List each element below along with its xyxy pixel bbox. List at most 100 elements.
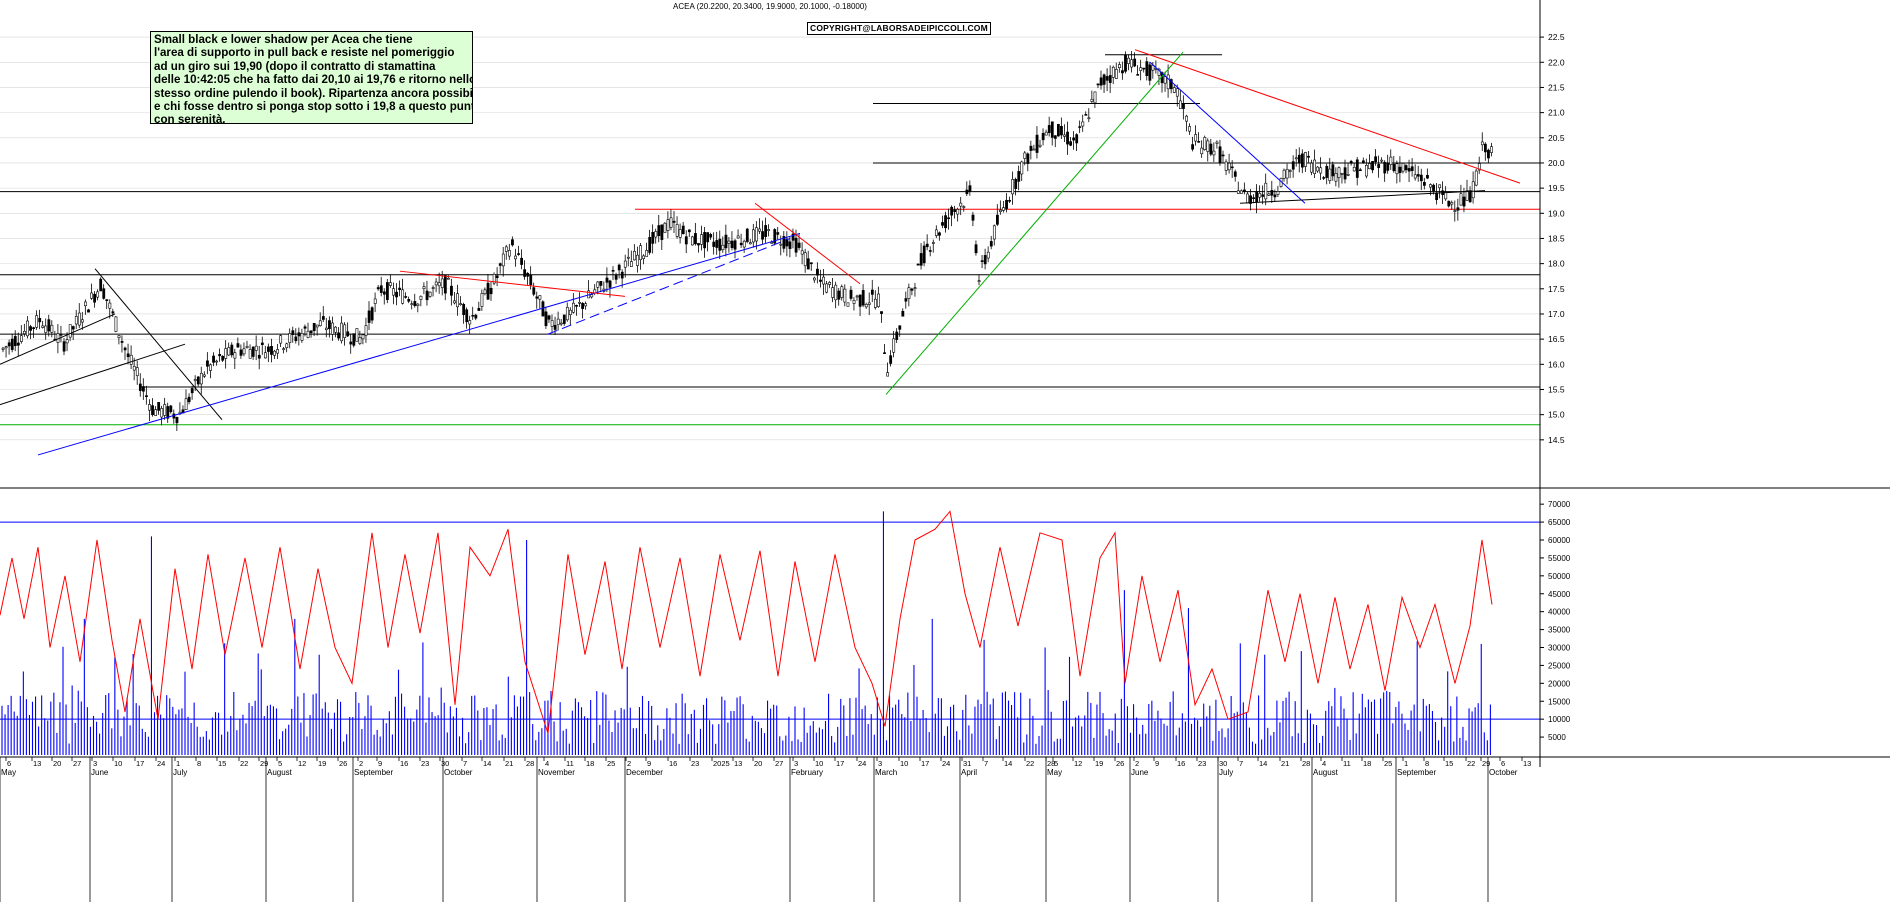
date-tick-label: 8 [1425, 759, 1429, 768]
candle-body [1358, 169, 1362, 172]
candle-body [239, 349, 243, 356]
date-tick-label: 14 [483, 759, 491, 768]
candle-body [1355, 159, 1359, 178]
candle-body [230, 344, 234, 356]
candle-body [1038, 144, 1042, 147]
candle-body [1395, 163, 1399, 175]
candle-body [1349, 161, 1353, 164]
month-label: July [173, 768, 187, 777]
candle-body [1209, 143, 1213, 155]
candle-body [1066, 131, 1069, 145]
candle-body [980, 260, 984, 262]
candle-body [556, 318, 560, 325]
candle-body [1316, 166, 1320, 172]
candle-body [544, 311, 548, 327]
candle-body [32, 327, 36, 329]
candle-body [1423, 181, 1426, 186]
candle-body [492, 273, 496, 284]
candle-body [751, 229, 755, 243]
candle-body [68, 324, 72, 338]
candle-body [559, 322, 563, 325]
candle-body [370, 307, 374, 321]
candle-body [328, 320, 331, 330]
candle-body [706, 232, 710, 243]
candle-body [1386, 162, 1390, 171]
horizontal-levels-layer [0, 54, 1540, 426]
date-tick-label: 24 [942, 759, 950, 768]
candle-body [642, 255, 646, 259]
trend-line [0, 343, 186, 406]
candle-body [242, 348, 246, 355]
note-line: con serenità. [154, 113, 226, 124]
candle-body [1105, 76, 1109, 81]
candle-body [123, 347, 127, 351]
candle-body [321, 316, 325, 320]
candle-body [739, 242, 743, 246]
candle-body [453, 300, 456, 304]
candle-body [263, 352, 267, 359]
date-tick-label: 2 [1135, 759, 1139, 768]
candle-body [806, 258, 810, 270]
candle-body [407, 298, 411, 302]
candle-body [337, 332, 341, 339]
volume-layer [0, 510, 1540, 755]
candle-body [489, 287, 493, 295]
candle-body [883, 352, 886, 354]
candle-body [450, 285, 453, 296]
note-line: e chi fosse dentro si ponga stop sotto i… [154, 100, 473, 114]
candle-body [1063, 134, 1066, 137]
candle-body [550, 320, 554, 327]
candle-body [916, 263, 920, 266]
candle-body [703, 232, 707, 249]
price-tick-label: 22.0 [1548, 57, 1565, 67]
candle-body [761, 231, 764, 240]
candle-body [404, 296, 408, 298]
candle-body [35, 315, 39, 328]
candle-body [633, 251, 636, 261]
candle-body [1291, 161, 1295, 170]
candle-body [913, 287, 917, 289]
candle-body [995, 214, 999, 225]
candle-body [520, 257, 524, 265]
candle-body [919, 253, 923, 266]
date-tick-label: 10 [114, 759, 122, 768]
candle-body [96, 291, 100, 298]
candle-body [825, 283, 829, 293]
candle-body [767, 229, 771, 231]
candle-body [209, 364, 212, 371]
candle-body [526, 272, 530, 277]
candle-body [1368, 163, 1371, 170]
candle-body [1087, 117, 1091, 120]
candle-body [1313, 159, 1317, 174]
candle-body [523, 269, 527, 277]
candle-body [422, 286, 426, 290]
candle-body [74, 316, 78, 325]
candle-body [687, 229, 691, 233]
date-tick-label: 10 [900, 759, 908, 768]
annotation-note: Small black e lower shadow per Acea che … [150, 31, 473, 124]
candle-body [1084, 114, 1088, 116]
candle-body [1374, 156, 1378, 163]
candle-body [764, 225, 768, 237]
candle-body [288, 333, 292, 343]
candle-body [1008, 199, 1012, 202]
candle-body [1002, 207, 1005, 211]
candle-body [623, 260, 627, 268]
candle-body [1404, 165, 1408, 171]
candle-body [785, 238, 789, 247]
month-label: September [354, 768, 393, 777]
candle-body [1127, 57, 1130, 64]
date-tick-label: 31 [963, 759, 971, 768]
candle-body [16, 342, 20, 346]
month-label: July [1219, 768, 1233, 777]
candle-body [163, 404, 167, 416]
candle-body [367, 310, 371, 323]
month-label: September [1397, 768, 1436, 777]
candle-body [364, 325, 368, 336]
candle-body [654, 231, 658, 238]
candle-body [257, 354, 261, 359]
candle-body [428, 291, 432, 297]
candle-body [1258, 193, 1262, 198]
candle-body [1053, 135, 1057, 139]
candle-body [1389, 156, 1393, 165]
